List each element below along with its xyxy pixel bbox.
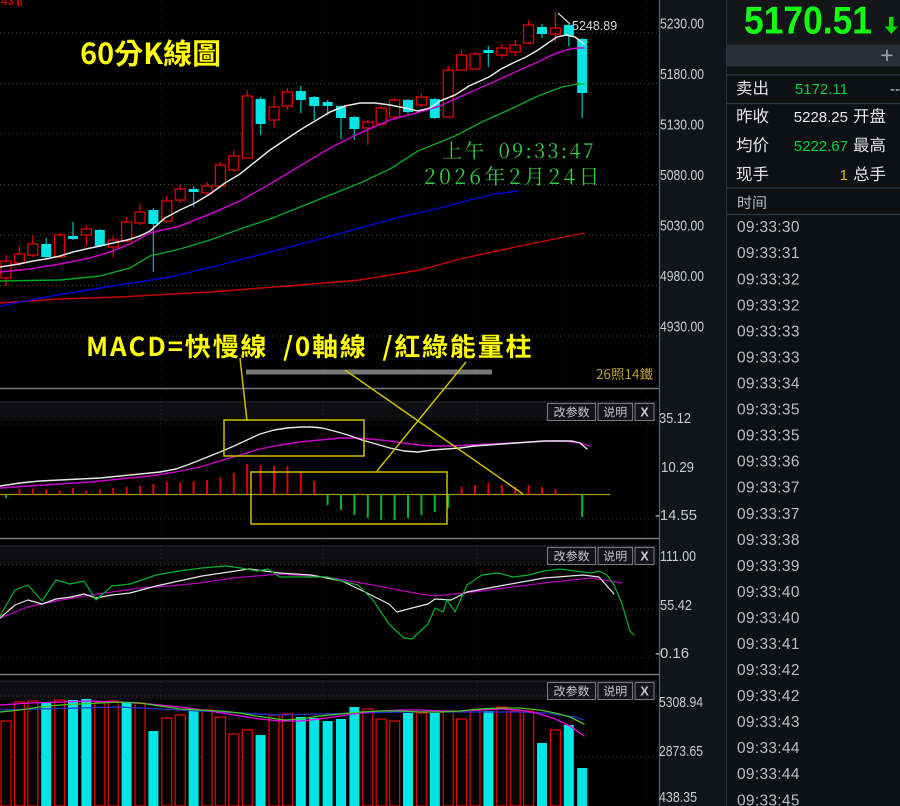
svg-text:111.00: 111.00 — [660, 548, 696, 565]
svg-text:-0.16: -0.16 — [655, 645, 689, 662]
svg-text:09:33:35: 09:33:35 — [737, 402, 800, 419]
svg-text:09:33:37: 09:33:37 — [737, 506, 800, 523]
svg-text:09:33:37: 09:33:37 — [737, 480, 800, 497]
svg-text:5130.00: 5130.00 — [660, 117, 704, 134]
svg-text:4980.00: 4980.00 — [660, 268, 704, 285]
svg-text:35.12: 35.12 — [659, 410, 691, 427]
svg-text:5248.89: 5248.89 — [572, 19, 617, 33]
svg-text:09:33:44: 09:33:44 — [737, 740, 800, 757]
svg-text:09:33:34: 09:33:34 — [737, 376, 800, 393]
svg-text:5030.00: 5030.00 — [660, 218, 704, 235]
svg-text:09:33:33: 09:33:33 — [737, 349, 800, 366]
svg-text:X: X — [640, 550, 649, 564]
svg-text:09:33:33: 09:33:33 — [737, 323, 800, 340]
svg-text:09:33:39: 09:33:39 — [737, 558, 800, 575]
svg-text:09:33:42: 09:33:42 — [737, 662, 800, 679]
svg-text:09:33:36: 09:33:36 — [737, 454, 800, 471]
svg-text:438.35: 438.35 — [659, 789, 697, 806]
svg-text:09:33:45: 09:33:45 — [737, 792, 800, 806]
svg-text:--: -- — [890, 81, 900, 98]
svg-text:09:33:42: 09:33:42 — [737, 688, 800, 705]
svg-text:09:33:32: 09:33:32 — [737, 297, 800, 314]
svg-text:4930.00: 4930.00 — [660, 319, 704, 336]
svg-text:5080.00: 5080.00 — [660, 167, 704, 184]
svg-text:1: 1 — [840, 167, 848, 184]
svg-text:+: + — [880, 42, 893, 68]
svg-text:5222.67: 5222.67 — [794, 138, 848, 155]
svg-text:10.29: 10.29 — [661, 459, 694, 476]
svg-text:09:33:40: 09:33:40 — [737, 584, 800, 601]
svg-text:5228.25: 5228.25 — [794, 109, 848, 126]
svg-text:09:33:32: 09:33:32 — [737, 271, 800, 288]
svg-text:43: 43 — [1, 0, 15, 8]
svg-text:-14.55: -14.55 — [655, 507, 697, 524]
svg-text:09:33:44: 09:33:44 — [737, 766, 800, 783]
svg-text:09:33:30: 09:33:30 — [737, 219, 800, 236]
svg-text:09:33:43: 09:33:43 — [737, 714, 800, 731]
svg-text:X: X — [640, 685, 649, 699]
svg-text:55.42: 55.42 — [660, 597, 692, 614]
svg-text:5230.00: 5230.00 — [660, 16, 704, 33]
svg-text:09:33:31: 09:33:31 — [737, 245, 800, 262]
svg-text:5180.00: 5180.00 — [660, 66, 704, 83]
svg-text:2873.65: 2873.65 — [659, 743, 703, 760]
svg-text:09:33:38: 09:33:38 — [737, 532, 800, 549]
svg-text:09:33:35: 09:33:35 — [737, 428, 800, 445]
svg-text:5172.11: 5172.11 — [795, 81, 848, 98]
svg-text:09:33:40: 09:33:40 — [737, 610, 800, 627]
svg-text:09:33:41: 09:33:41 — [737, 636, 800, 653]
svg-text:5170.51: 5170.51 — [744, 0, 872, 43]
svg-text:5308.94: 5308.94 — [659, 694, 703, 711]
svg-text:X: X — [640, 406, 649, 420]
